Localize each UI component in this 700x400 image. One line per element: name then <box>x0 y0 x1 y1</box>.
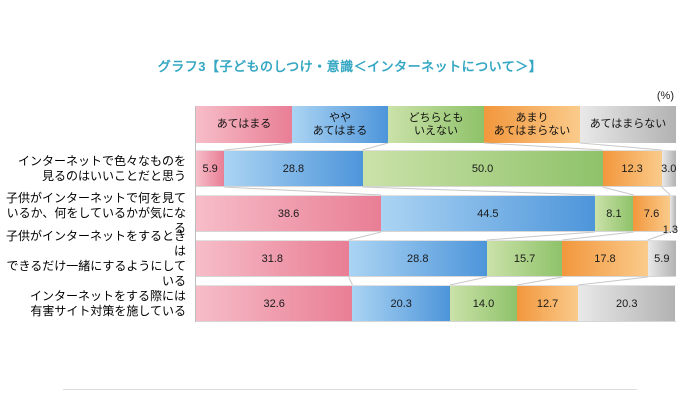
bar-segment: 12.3 <box>602 151 662 186</box>
bar-segment: 32.6 <box>196 286 353 321</box>
bar-segment: 5.9 <box>196 151 225 186</box>
legend-label: どちらとも いえない <box>408 111 464 137</box>
bar-segment: 15.7 <box>486 241 563 276</box>
category-label: 子供がインターネットをするときは できるだけ一緒にするようにしている <box>5 228 186 288</box>
category-label: インターネットで色々なものを 見るのはいいことだと思う <box>17 153 186 183</box>
bar-segment: 5.9 <box>647 241 676 276</box>
category-label: 子供がインターネットで何を見て いるか、何をしているかが気になる <box>5 191 186 235</box>
value-label: 50.0 <box>471 162 494 175</box>
value-label: 8.1 <box>606 207 622 220</box>
page-divider <box>63 389 637 390</box>
bar-row: 32.6 20.3 14.0 12.7 20.3 <box>196 285 676 322</box>
value-label: 7.6 <box>643 207 660 220</box>
bar-segment: 31.8 <box>196 241 349 276</box>
bar-row: 5.9 28.8 50.0 12.3 3.0 <box>196 150 676 187</box>
value-label: 3.0 <box>661 162 677 175</box>
value-label: 20.3 <box>390 297 412 310</box>
value-label: 14.0 <box>472 297 495 310</box>
bar-segment: 28.8 <box>224 151 363 186</box>
bar-row: 38.6 44.5 8.1 7.6 1.3 <box>196 195 678 236</box>
y-axis-line <box>195 106 196 322</box>
value-label: 12.7 <box>536 297 559 310</box>
legend-item-1: やや あてはまる <box>292 106 388 143</box>
legend-item-4: あてはまらない <box>580 106 676 143</box>
value-label: 28.8 <box>407 252 429 265</box>
series-connector-lines <box>224 142 671 286</box>
legend-row: あてはまる やや あてはまる どちらとも いえない あまり あてはまらない あてはまらな… <box>196 106 676 143</box>
value-label: 38.6 <box>277 207 300 220</box>
unit-label: (%) <box>656 90 674 102</box>
legend-item-2: どちらとも いえない <box>388 106 484 143</box>
bar-segment: 8.1 <box>594 196 634 231</box>
bar-segment: 28.8 <box>348 241 487 276</box>
legend-item-3: あまり あてはまらない <box>484 106 580 143</box>
legend-label: あてはまらない <box>589 118 667 130</box>
bar-segment: 14.0 <box>449 286 518 321</box>
legend-label: やや あてはまる <box>312 111 368 137</box>
bar-segment: 20.3 <box>352 286 450 321</box>
value-label: 5.9 <box>654 252 670 265</box>
legend-item-0: あてはまる <box>196 106 292 143</box>
bar-segment: 7.6 <box>633 196 670 231</box>
bar-segment: 12.7 <box>517 286 579 321</box>
value-label: 15.7 <box>513 252 536 265</box>
value-label: 31.8 <box>261 252 284 265</box>
legend-label: あてはまる <box>216 118 272 130</box>
value-label: 12.3 <box>621 162 643 175</box>
bar-segment: 3.0 <box>661 151 677 186</box>
value-label: 17.8 <box>594 252 616 265</box>
value-label: 28.8 <box>282 162 305 175</box>
value-label: 32.6 <box>263 297 285 310</box>
bar-segment: 38.6 <box>196 196 382 231</box>
bar-segment: 44.5 <box>381 196 595 231</box>
chart-title: グラフ3【子どものしつけ・意識＜インターネットについて＞】 <box>157 59 543 74</box>
bar-segment: 50.0 <box>362 151 603 186</box>
bar-segment: 17.8 <box>562 241 648 276</box>
bar-segment: 20.3 <box>578 286 676 321</box>
legend-label: あまり あてはまらない <box>493 111 571 137</box>
value-label: 20.3 <box>616 297 638 310</box>
value-label: 44.5 <box>477 207 499 220</box>
category-label: インターネットをする際には 有害サイト対策を施している <box>29 288 186 318</box>
bar-row: 31.8 28.8 15.7 17.8 5.9 <box>196 240 676 277</box>
value-label: 5.9 <box>202 162 218 175</box>
